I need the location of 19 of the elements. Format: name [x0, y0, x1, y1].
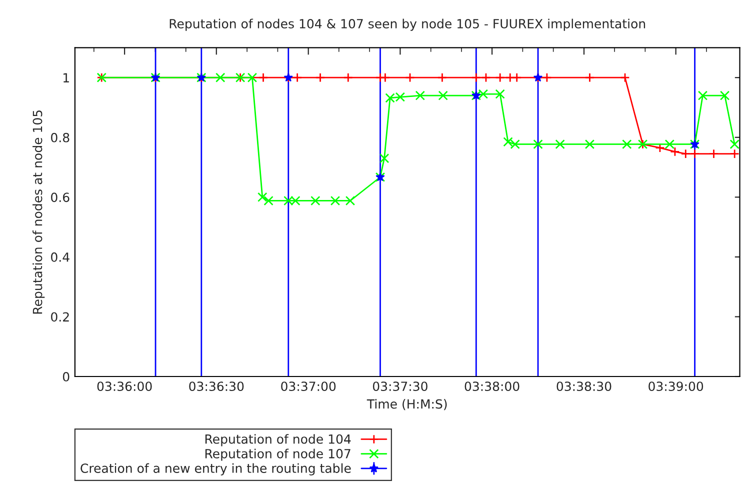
x-tick-label: 03:38:00 — [464, 382, 520, 392]
x-tick-label: 03:37:30 — [372, 382, 428, 392]
x-tick-label: 03:36:00 — [97, 382, 152, 392]
y-tick-label: 1 — [64, 73, 69, 82]
chart-title: Reputation of nodes 104 & 107 seen by node 105 - FUUREX implementation — [170, 18, 646, 31]
legend-label: Reputation of node 107 — [205, 448, 350, 461]
legend-label: Reputation of node 104 — [205, 434, 351, 446]
y-tick-label: 0.8 — [51, 132, 70, 142]
legend-label: Creation of a new entry in the routing table — [80, 463, 351, 476]
y-tick-label: 0 — [62, 372, 70, 382]
x-axis-title: Time (H:M:S) — [366, 399, 447, 410]
y-tick-label: 0.6 — [51, 192, 70, 202]
y-tick-label: 0.2 — [51, 312, 69, 322]
y-tick-label: 0.4 — [51, 252, 70, 262]
x-tick-label: 03:36:30 — [189, 382, 244, 392]
x-tick-label: 03:37:00 — [281, 382, 336, 392]
y-axis-title: Reputation of nodes at node 105 — [32, 110, 45, 314]
x-tick-label: 03:39:00 — [648, 382, 704, 392]
x-tick-label: 03:38:30 — [556, 382, 612, 392]
